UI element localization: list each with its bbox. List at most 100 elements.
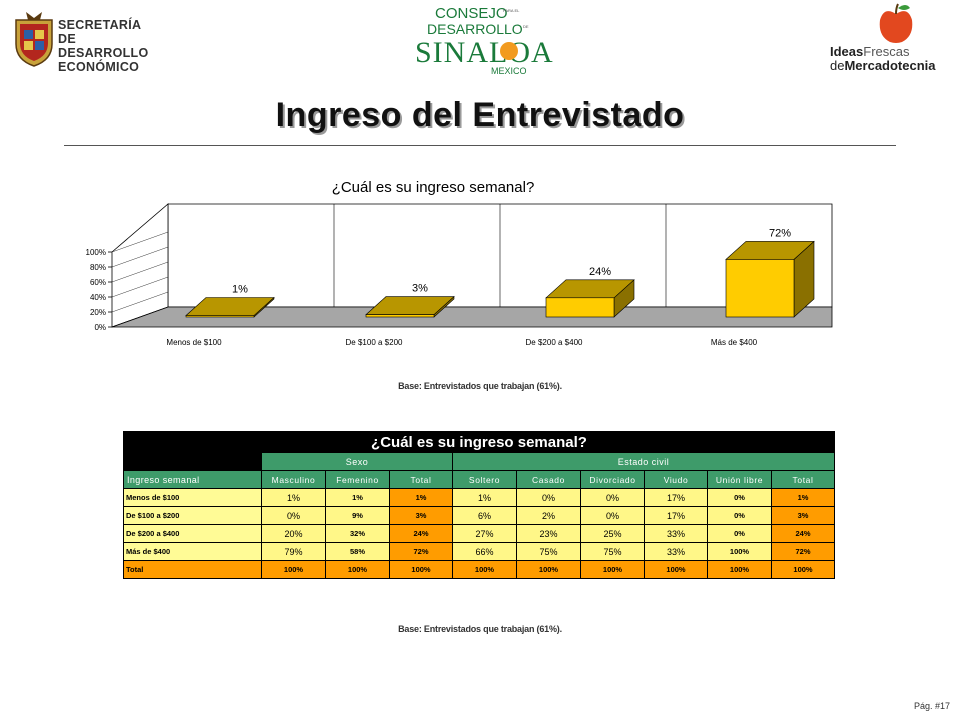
col-header: Divorciado [580, 470, 645, 489]
table-cell: 3% [771, 506, 835, 525]
logo-mexico-text: MEXICO [491, 66, 527, 76]
col-header: Total [771, 470, 835, 489]
row-label: De $100 a $200 [123, 506, 262, 525]
table-base-note: Base: Entrevistados que trabajan (61%). [398, 624, 562, 634]
table-cell: 0% [707, 506, 772, 525]
table-cell: 9% [325, 506, 390, 525]
col-header: Casado [516, 470, 581, 489]
data-label: 3% [412, 283, 428, 295]
logo-small-text: DE [523, 24, 529, 29]
table-cell: 0% [261, 506, 326, 525]
x-tick-label: Menos de $100 [166, 338, 222, 347]
x-tick-label: Más de $400 [711, 338, 758, 347]
table-cell: 1% [389, 488, 453, 507]
y-tick-label: 20% [90, 308, 106, 317]
total-cell: 100% [389, 560, 453, 579]
chart-side-wall [111, 203, 169, 328]
data-label: 24% [589, 266, 611, 278]
coat-of-arms-icon [15, 12, 53, 67]
total-cell: 100% [516, 560, 581, 579]
income-crosstab-table: ¿Cuál es su ingreso semanal? Sexo Estado… [123, 431, 835, 579]
table-cell: 0% [580, 506, 645, 525]
logo-text-line: SECRETARÍA [58, 18, 142, 32]
data-label: 1% [232, 284, 248, 296]
secretaria-text: SECRETARÍA DE DESARROLLO ECONÓMICO [58, 18, 158, 74]
total-cell: 100% [580, 560, 645, 579]
table-cell: 79% [261, 542, 326, 561]
de-mercadotecnia-text: deMercadotecnia [830, 58, 936, 73]
group-header-estado-civil: Estado civil [452, 452, 835, 471]
table-cell: 0% [580, 488, 645, 507]
table-title: ¿Cuál es su ingreso semanal? [123, 431, 835, 453]
col-header: Total [389, 470, 453, 489]
total-cell: 100% [707, 560, 772, 579]
logo-small-text: PARA EL [503, 8, 520, 13]
table-row: Más de $400 79% 58% 72% 66% 75% 75% 33% 100% 72% [123, 542, 835, 561]
x-tick-label: De $200 a $400 [526, 338, 583, 347]
secretaria-logo: SECRETARÍA DE DESARROLLO ECONÓMICO [8, 4, 158, 76]
ideas-frescas-logo: IdeasFrescas deMercadotecnia [826, 2, 956, 76]
apple-icon [879, 3, 913, 44]
table-cell: 0% [516, 488, 581, 507]
col-header: Soltero [452, 470, 517, 489]
y-tick-label: 0% [94, 323, 106, 332]
group-header-sexo: Sexo [261, 452, 453, 471]
table-row: De $200 a $400 20% 32% 24% 27% 23% 25% 33% 0% 24% [123, 524, 835, 543]
table-cell: 27% [452, 524, 517, 543]
table-row: De $100 a $200 0% 9% 3% 6% 2% 0% 17% 0% 3% [123, 506, 835, 525]
logo-frescas: Frescas [863, 44, 910, 59]
row-label: Menos de $100 [123, 488, 262, 507]
table-cell: 2% [516, 506, 581, 525]
y-tick-label: 60% [90, 278, 106, 287]
row-label: Más de $400 [123, 542, 262, 561]
table-cell: 75% [516, 542, 581, 561]
ideas-frescas-text: IdeasFrescas [830, 44, 909, 59]
col-header: Viudo [644, 470, 708, 489]
y-gridline [111, 276, 169, 298]
total-cell: 100% [452, 560, 517, 579]
y-gridline [111, 306, 169, 328]
table-cell: 3% [389, 506, 453, 525]
y-gridline [111, 246, 169, 268]
table-cell: 17% [644, 506, 708, 525]
page-number: Pág. #17 [913, 701, 950, 711]
chart-base-note: Base: Entrevistados que trabajan (61%). [398, 381, 562, 391]
logo-text-line: ECONÓMICO [58, 60, 140, 74]
y-tick-label: 40% [90, 293, 106, 302]
table-cell: 32% [325, 524, 390, 543]
data-label: 72% [769, 227, 791, 239]
y-tick-label: 100% [86, 248, 106, 257]
table-cell: 6% [452, 506, 517, 525]
table-cell: 24% [389, 524, 453, 543]
bar [725, 259, 795, 318]
x-tick-label: De $100 a $200 [346, 338, 403, 347]
table-cell: 20% [261, 524, 326, 543]
row-header-label: Ingreso semanal [123, 470, 262, 489]
table-cell: 0% [707, 524, 772, 543]
table-cell: 33% [644, 524, 708, 543]
y-tick-label: 80% [90, 263, 106, 272]
table-row: Menos de $100 1% 1% 1% 1% 0% 0% 17% 0% 1% [123, 488, 835, 507]
table-cell: 72% [389, 542, 453, 561]
bar [365, 314, 435, 318]
table-cell: 33% [644, 542, 708, 561]
table-cell: 1% [452, 488, 517, 507]
logo-de: de [830, 58, 845, 73]
logo-sinaloa-text: SINALOA [415, 36, 554, 69]
consejo-sinaloa-logo: CONSEJO PARA EL DESARROLLO DE SINALOA ME… [415, 5, 554, 76]
logo-text-line: DE DESARROLLO [58, 32, 149, 60]
table-cell: 24% [771, 524, 835, 543]
total-cell: 100% [644, 560, 708, 579]
table-cell: 72% [771, 542, 835, 561]
col-header: Unión libre [707, 470, 772, 489]
table-cell: 1% [325, 488, 390, 507]
total-cell: 100% [771, 560, 835, 579]
col-header: Femenino [325, 470, 390, 489]
bar [185, 315, 255, 318]
table-cell: 1% [771, 488, 835, 507]
logo-mercadotecnia: Mercadotecnia [844, 58, 936, 73]
sun-icon [500, 42, 518, 60]
table-cell: 66% [452, 542, 517, 561]
logo-ideas: Ideas [830, 44, 864, 59]
income-bar-chart: ¿Cuál es su ingreso semanal? 0% 20% 40% 60%… [86, 179, 833, 347]
